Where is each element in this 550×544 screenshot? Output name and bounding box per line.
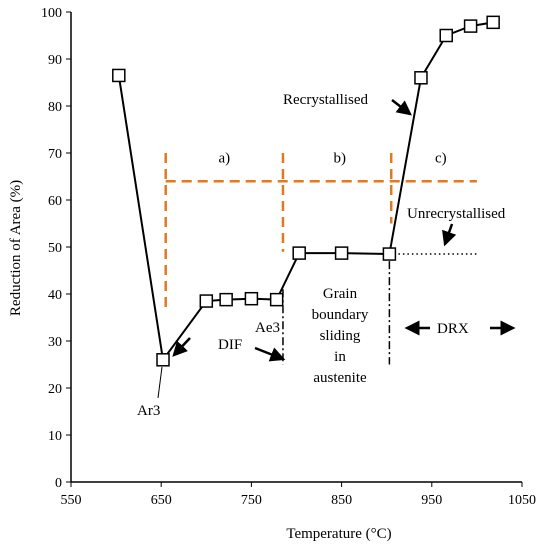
y-axis-ticks: 0 10 20 30 40 50 60 70 80 90 100 xyxy=(41,6,71,491)
ar3-leader xyxy=(157,366,163,399)
data-point xyxy=(334,246,349,260)
region-label: b) xyxy=(334,150,347,166)
recrystallised-label: Recrystallised xyxy=(283,92,368,108)
region-label: c) xyxy=(435,150,447,166)
y-tick-label: 0 xyxy=(55,476,62,491)
grain-boundary-line-3: sliding xyxy=(320,328,361,344)
region-label: a) xyxy=(219,150,231,166)
y-tick-label: 60 xyxy=(48,194,62,209)
data-point xyxy=(292,246,306,260)
x-tick-label: 650 xyxy=(151,493,172,508)
grain-boundary-line-1: Grain xyxy=(323,286,358,302)
ar3-arrow xyxy=(172,337,191,357)
x-tick-label: 950 xyxy=(421,493,442,508)
data-point xyxy=(382,247,397,261)
unrecrystallised-arrow xyxy=(442,223,457,247)
x-tick-label: 550 xyxy=(61,493,82,508)
ar3-label: Ar3 xyxy=(137,403,160,419)
y-tick-label: 20 xyxy=(48,382,62,397)
y-tick-label: 40 xyxy=(48,288,62,303)
x-axis-title: Temperature (°C) xyxy=(286,526,391,542)
x-tick-label: 1050 xyxy=(508,493,536,508)
data-point xyxy=(112,68,126,83)
y-tick-label: 10 xyxy=(48,429,62,444)
ae3-label: Ae3 xyxy=(255,320,280,336)
data-point xyxy=(244,291,259,306)
x-tick-label: 750 xyxy=(241,493,262,508)
series-points xyxy=(112,15,500,367)
series-line xyxy=(117,21,494,363)
grain-boundary-line-5: austenite xyxy=(313,370,367,386)
y-tick-label: 50 xyxy=(48,241,62,256)
data-point xyxy=(486,15,500,30)
region-labels: a) b) c) xyxy=(219,150,447,166)
data-point xyxy=(219,292,233,307)
x-tick-label: 850 xyxy=(331,493,352,508)
data-point xyxy=(463,19,478,33)
unrecrystallised-label: Unrecrystallised xyxy=(407,206,506,222)
data-point xyxy=(156,353,170,367)
grain-boundary-line-4: in xyxy=(334,349,346,365)
recrystallised-arrow xyxy=(391,99,412,116)
dif-label: DIF xyxy=(218,337,242,353)
region-guides xyxy=(164,153,477,313)
data-point xyxy=(269,292,284,307)
y-axis-title: Reduction of Area (%) xyxy=(8,180,24,316)
data-point xyxy=(414,71,428,85)
y-tick-label: 90 xyxy=(48,53,62,68)
data-point xyxy=(439,28,453,43)
dif-arrow xyxy=(254,346,286,362)
drx-label: DRX xyxy=(437,321,469,337)
grain-boundary-line-2: boundary xyxy=(312,307,369,323)
y-tick-label: 30 xyxy=(48,335,62,350)
y-tick-label: 80 xyxy=(48,100,62,115)
data-point xyxy=(199,294,214,308)
y-tick-label: 100 xyxy=(41,6,62,21)
x-axis-ticks: 550 650 750 850 950 1050 xyxy=(61,482,536,508)
y-tick-label: 70 xyxy=(48,147,62,162)
